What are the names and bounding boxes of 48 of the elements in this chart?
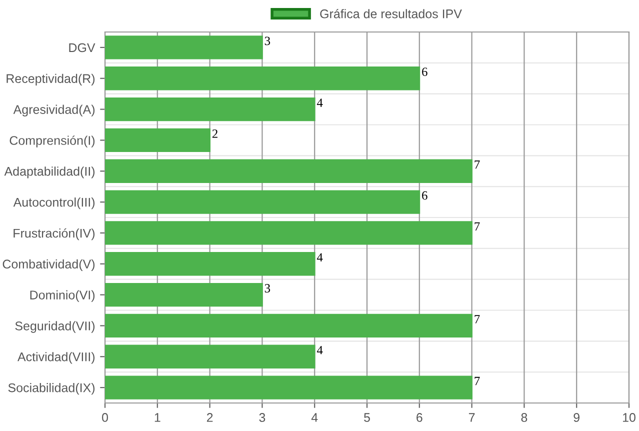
y-tick-label: Comprensión(I) [10,136,95,148]
bar [105,344,316,368]
y-tick-label: Frustración(IV) [14,228,95,240]
x-tick-label: 0 [102,413,108,422]
x-tick-label: 9 [574,413,580,422]
data-label: 7 [474,315,480,324]
y-tick-label: Combatividad(V) [2,259,95,271]
bar [105,376,472,400]
data-label: 7 [474,376,480,386]
y-tick-label: Agresividad(A) [13,104,95,116]
bar [105,190,420,214]
data-label: 7 [474,222,480,230]
bar [105,66,420,90]
data-label: 4 [316,98,323,107]
x-tick-label: 4 [311,413,318,422]
bar [105,36,263,60]
x-tick-label: 7 [468,413,475,422]
bar [105,252,316,276]
x-tick-label: 8 [521,413,528,422]
y-tick-label: Sociabilidad(IX) [8,383,95,395]
bar [105,97,316,122]
x-tick-label: 10 [623,413,636,422]
legend-label: Gráfica de resultados IPV [320,8,462,18]
data-label: 4 [316,346,323,354]
data-label: 6 [422,68,428,76]
data-label: 4 [316,253,323,262]
data-label: 7 [474,160,480,169]
bar [105,128,210,152]
y-tick-label: Receptividad(R) [6,74,95,86]
data-label: 3 [264,36,270,46]
x-tick-label: 3 [259,413,266,422]
y-tick-label: Autocontrol(III) [13,198,95,210]
data-label: 3 [264,284,270,292]
data-label: 2 [212,129,218,138]
x-tick-label: 6 [416,413,422,422]
x-tick-label: 5 [364,413,370,422]
y-tick-label: Dominio(VI) [30,290,95,302]
y-tick-label: Adaptabilidad(II) [4,166,95,178]
bar [105,282,263,307]
y-tick-label: DGV [69,43,96,52]
x-tick-label: 1 [154,413,160,422]
y-tick-label: Actividad(VIII) [18,352,95,364]
bar [105,314,472,338]
x-tick-label: 2 [206,413,213,422]
y-tick-label: Seguridad(VII) [15,321,95,333]
bar [105,159,472,183]
bar [105,221,472,245]
data-label: 6 [422,191,428,200]
